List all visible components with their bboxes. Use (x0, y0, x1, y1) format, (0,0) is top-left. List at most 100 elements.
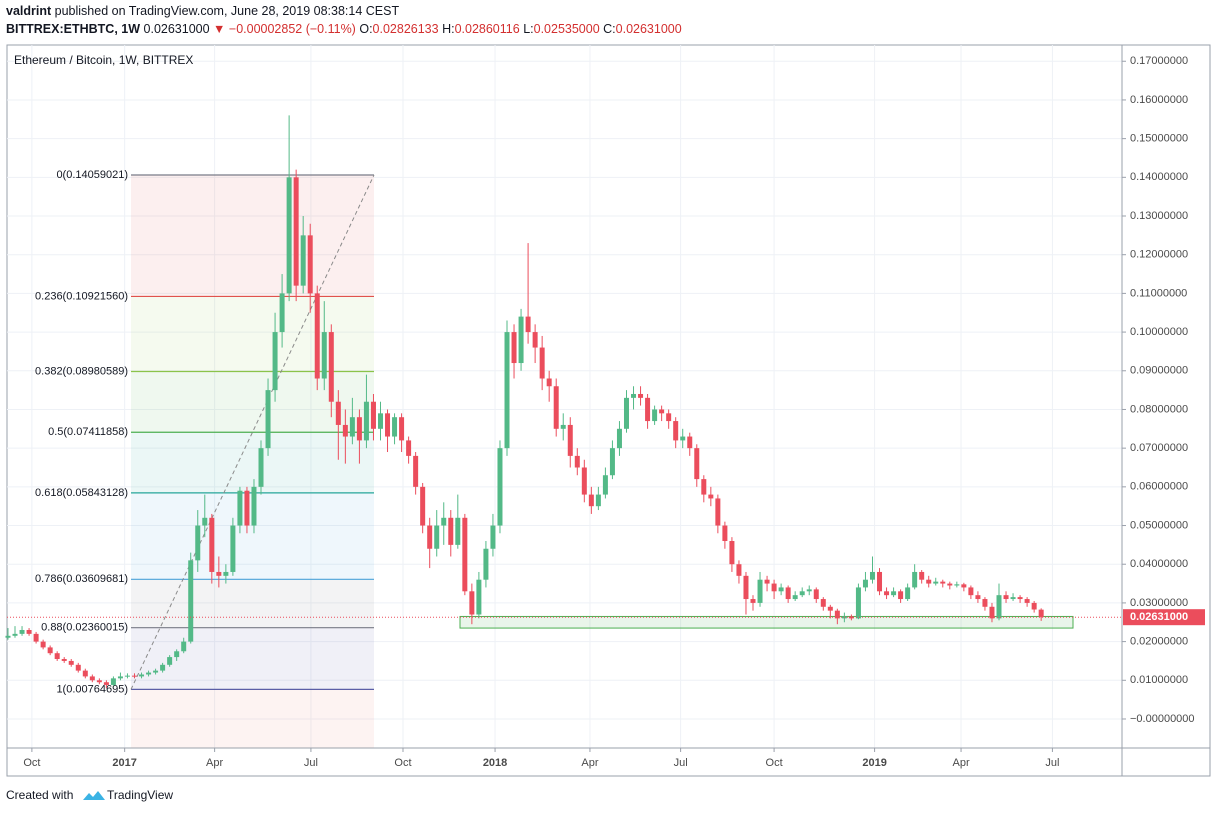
candle-body (469, 591, 475, 615)
fib-band (131, 689, 374, 748)
candle-body (638, 393, 644, 398)
fib-band (131, 432, 374, 493)
candle-body (623, 397, 629, 429)
candle-body (736, 564, 742, 576)
candle-body (286, 177, 292, 294)
candle-body (518, 316, 524, 364)
candle-body (616, 428, 622, 449)
candle-body (553, 386, 559, 429)
candle-body (75, 664, 81, 671)
candle-body (314, 293, 320, 379)
candle-body (532, 332, 538, 348)
candle-body (919, 571, 925, 580)
candle-body (356, 417, 362, 441)
candle-body (595, 494, 601, 507)
candle-body (349, 417, 355, 437)
candle-body (483, 548, 489, 580)
candle-body (146, 672, 152, 675)
candle-body (476, 579, 482, 615)
candle-body (33, 633, 39, 642)
candle-body (792, 595, 798, 600)
candle-body (321, 332, 327, 379)
candle-body (363, 401, 369, 441)
candle-body (230, 525, 236, 572)
fib-label: 0(0.14059021) (56, 169, 128, 181)
candle-body (715, 498, 721, 526)
candle-body (434, 525, 440, 549)
y-tick-label: 0.15000000 (1130, 133, 1188, 145)
candle-body (427, 525, 433, 549)
change: ▼ −0.00002852 (−0.11%) (213, 22, 356, 36)
candle-body (764, 579, 770, 584)
ohlc-value: 0.02860116 (455, 22, 520, 36)
candle-body (490, 525, 496, 549)
candle-body (399, 417, 405, 441)
x-tick-label: Oct (766, 757, 783, 769)
candle-body (666, 413, 672, 422)
candle-body (139, 674, 145, 677)
candle-body (961, 584, 967, 588)
y-tick-label: 0.16000000 (1130, 94, 1188, 106)
candle-body (342, 424, 348, 437)
candle-body (413, 455, 419, 487)
ohlc-value: 0.02826133 (373, 22, 439, 36)
candle-body (300, 235, 306, 286)
candle-body (1031, 602, 1037, 610)
y-tick-label: 0.07000000 (1130, 442, 1188, 454)
chart-frame (6, 44, 1211, 777)
candle-body (160, 664, 166, 671)
candle-body (785, 587, 791, 600)
candle-body (940, 581, 946, 584)
candle-body (504, 332, 510, 449)
candle-body (293, 177, 299, 286)
candle-body (258, 448, 264, 487)
ohlc-key: H: (442, 22, 455, 36)
candle-body (891, 591, 897, 596)
candle-body (47, 647, 53, 654)
header-line: valdrint published on TradingView.com, J… (6, 4, 399, 18)
candle-body (912, 571, 918, 588)
candle-body (167, 657, 173, 665)
published: published on TradingView.com, June 28, 2… (55, 4, 400, 18)
candle-body (855, 587, 861, 619)
candle-body (982, 599, 988, 607)
support-zone (459, 615, 1074, 629)
candle-body (581, 467, 587, 495)
candle-body (370, 401, 376, 429)
candle-body (898, 591, 904, 600)
candle-body (862, 579, 868, 588)
fib-label: 0.618(0.05843128) (35, 487, 128, 499)
candle-body (933, 581, 939, 584)
price: 0.02631000 (144, 22, 210, 36)
candle-body (244, 490, 250, 526)
candle-body (89, 676, 95, 681)
candle-body (103, 682, 109, 685)
y-tick-label: 0.05000000 (1130, 519, 1188, 531)
candle-body (272, 332, 278, 391)
candle-body (1038, 609, 1044, 618)
ohlc-key: O: (359, 22, 372, 36)
fib-label: 1(0.00764695) (56, 683, 128, 695)
x-tick-label: 2019 (862, 757, 886, 769)
x-tick-label: Jul (1045, 757, 1059, 769)
fib-band (131, 579, 374, 628)
candle-body (687, 436, 693, 449)
y-tick-label: 0.13000000 (1130, 210, 1188, 222)
candle-body (588, 494, 594, 507)
candle-body (174, 651, 180, 658)
candle-body (237, 490, 243, 526)
fib-band (131, 296, 374, 372)
candle-body (385, 413, 391, 437)
candle-body (877, 571, 883, 592)
ohlc-value: 0.02535000 (534, 22, 600, 36)
candle-body (202, 517, 208, 526)
x-tick-label: 2018 (483, 757, 507, 769)
candle-body (209, 517, 215, 572)
candle-body (771, 583, 777, 592)
candle-body (567, 424, 573, 456)
candle-body (251, 486, 257, 526)
chart-legend: Ethereum / Bitcoin, 1W, BITTREX (14, 53, 193, 67)
candle-body (181, 641, 187, 652)
candle-body (110, 678, 116, 685)
candle-body (631, 393, 637, 398)
